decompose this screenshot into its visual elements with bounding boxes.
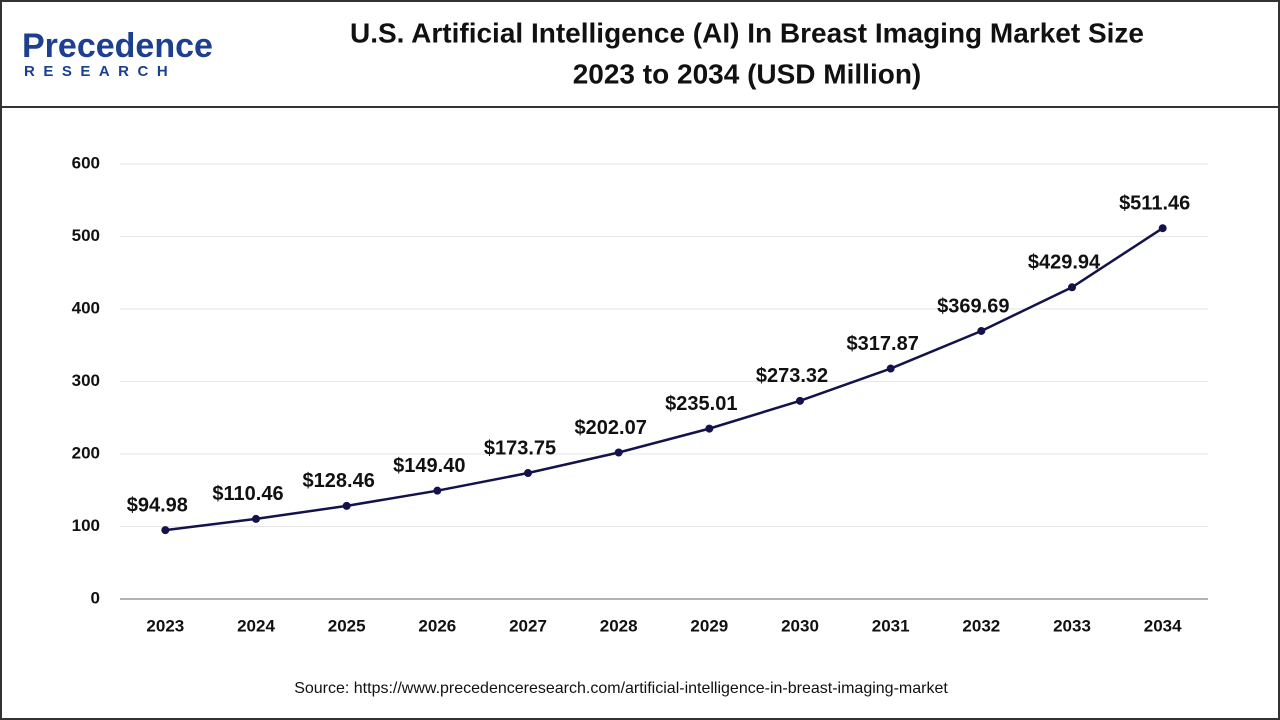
- y-tick-label: 500: [72, 226, 100, 245]
- value-label: $317.87: [847, 333, 919, 355]
- x-tick-label: 2030: [781, 616, 819, 635]
- y-tick-label: 300: [72, 371, 100, 390]
- point: [796, 396, 804, 405]
- point: [1068, 283, 1076, 292]
- point: [433, 486, 442, 495]
- x-tick-label: 2031: [872, 616, 910, 635]
- line: [165, 227, 1164, 532]
- value-label: $429.94: [1028, 252, 1101, 274]
- x-tick-label: 2034: [1144, 616, 1182, 635]
- y-tick-label: 200: [72, 443, 100, 462]
- point: [977, 326, 986, 335]
- y-tick-label: 600: [72, 153, 100, 172]
- x-tick-label: 2027: [509, 616, 547, 635]
- x-tick-label: 2024: [237, 616, 275, 635]
- y-tick-label: 400: [72, 298, 100, 317]
- value-label: $273.32: [756, 365, 828, 387]
- y-tick-label: 0: [91, 588, 100, 607]
- value-label: $173.75: [484, 437, 556, 459]
- logo-name: Precedence: [22, 27, 213, 65]
- value-label: $369.69: [937, 295, 1009, 317]
- point: [252, 514, 260, 523]
- point: [886, 364, 895, 373]
- x-tick-label: 2023: [146, 616, 184, 635]
- chart-title: 2023 to 2034 (USD Million): [573, 58, 922, 89]
- x-tick-label: 2032: [962, 616, 1000, 635]
- value-label: $235.01: [665, 393, 737, 415]
- value-label: $110.46: [212, 483, 283, 505]
- x-tick-label: 2025: [328, 616, 366, 635]
- value-label: $128.46: [303, 470, 375, 492]
- point: [614, 448, 623, 457]
- x-tick-label: 2028: [600, 616, 638, 635]
- y-tick-label: 100: [72, 516, 100, 535]
- value-label: $511.46: [1119, 192, 1190, 214]
- point: [342, 501, 351, 510]
- x-tick-label: 2029: [690, 616, 728, 635]
- point: [524, 469, 532, 478]
- point: [705, 424, 714, 433]
- chart-title: U.S. Artificial Intelligence (AI) In Bre…: [350, 17, 1144, 48]
- value-label: $149.40: [393, 455, 465, 477]
- point: [161, 526, 170, 535]
- point: [1158, 224, 1167, 233]
- logo-tagline: RESEARCH: [24, 63, 176, 80]
- value-label: $94.98: [127, 494, 188, 516]
- x-tick-label: 2033: [1053, 616, 1091, 635]
- x-tick-label: 2026: [418, 616, 456, 635]
- value-label: $202.07: [575, 417, 647, 439]
- source-note: Source: https://www.precedenceresearch.c…: [294, 680, 948, 697]
